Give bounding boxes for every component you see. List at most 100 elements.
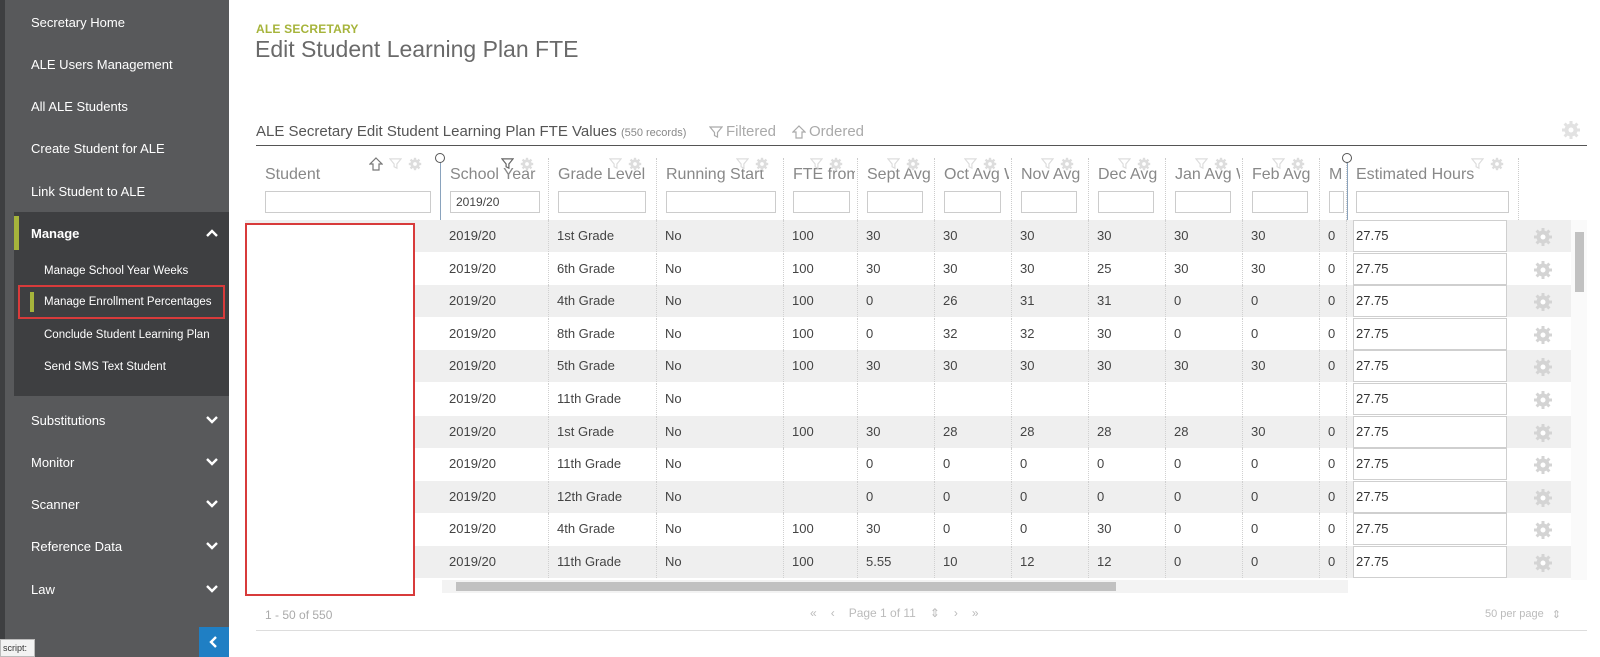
row-settings-gear-icon[interactable] (1534, 488, 1552, 512)
table-row[interactable]: 2019/20 11th Grade No 27.75 (245, 383, 1571, 415)
sidebar-item-manage[interactable]: Manage (14, 212, 229, 254)
sidebar-item-link-student[interactable]: Link Student to ALE (5, 170, 229, 212)
table-row[interactable]: 2019/20 11th Grade No 100 5.55 10 12 12 0 0 0 27.75 (245, 546, 1571, 578)
page-indicator[interactable]: Page 1 of 11 (848, 606, 916, 620)
sidebar-subitem-conclude-learning-plan[interactable]: Conclude Student Learning Plan (14, 320, 229, 350)
estimated-hours-input[interactable]: 27.75 (1353, 220, 1507, 252)
table-row[interactable]: 2019/20 1st Grade No 100 30 30 30 30 30 30 0 27.75 (245, 220, 1571, 252)
sidebar-item-law[interactable]: Law (5, 568, 229, 610)
column-filter-icon[interactable] (809, 157, 824, 176)
column-settings-gear-icon[interactable] (1060, 157, 1074, 176)
column-filter-input[interactable] (944, 191, 1001, 213)
sidebar-item-substitutions[interactable]: Substitutions (5, 399, 229, 441)
column-header[interactable]: Nov Avg (1012, 157, 1089, 220)
column-header[interactable]: Grade Level (549, 157, 657, 220)
estimated-hours-input[interactable]: 27.75 (1353, 480, 1507, 513)
column-filter-icon[interactable] (1271, 157, 1286, 176)
sidebar-item-scanner[interactable]: Scanner (5, 483, 229, 525)
row-settings-gear-icon[interactable] (1534, 521, 1552, 544)
column-filter-input[interactable] (867, 191, 923, 213)
column-filter-input[interactable] (1175, 191, 1231, 213)
row-settings-gear-icon[interactable] (1534, 228, 1552, 251)
row-settings-gear-icon[interactable] (1534, 423, 1552, 447)
per-page-select[interactable]: 50 per page ⇕ (1485, 608, 1561, 621)
column-filter-icon[interactable] (1470, 157, 1485, 176)
column-filter-icon[interactable] (500, 157, 515, 176)
column-header[interactable]: FTE from (784, 157, 858, 220)
ordered-indicator[interactable]: Ordered (792, 123, 864, 140)
column-settings-gear-icon[interactable] (628, 157, 642, 176)
column-filter-icon[interactable] (735, 157, 750, 176)
column-filter-input[interactable] (1252, 191, 1308, 213)
column-filter-input[interactable] (1329, 191, 1344, 213)
last-page-icon[interactable]: » (971, 606, 979, 620)
column-settings-gear-icon[interactable] (906, 157, 920, 176)
sidebar-subitem-send-sms[interactable]: Send SMS Text Student (14, 352, 229, 382)
sidebar-collapse-button[interactable] (199, 627, 229, 657)
column-settings-gear-icon[interactable] (983, 157, 997, 176)
table-row[interactable]: 2019/20 1st Grade No 100 30 28 28 28 28 30 0 27.75 (245, 415, 1571, 448)
column-header[interactable]: Sept Avg (858, 157, 935, 220)
column-filter-icon[interactable] (1117, 157, 1132, 176)
sidebar-item-all-ale-students[interactable]: All ALE Students (5, 85, 229, 127)
table-row[interactable]: 2019/20 12th Grade No 0 0 0 0 0 0 0 27.75 (245, 480, 1571, 513)
column-filter-icon[interactable] (1040, 157, 1055, 176)
estimated-hours-input[interactable]: 27.75 (1353, 546, 1507, 578)
table-row[interactable]: 2019/20 11th Grade No 0 0 0 0 0 0 0 27.75 (245, 448, 1571, 481)
sidebar-item-ale-users-management[interactable]: ALE Users Management (5, 43, 229, 85)
row-settings-gear-icon[interactable] (1534, 456, 1552, 479)
filtered-indicator[interactable]: Filtered (709, 123, 776, 140)
estimated-hours-input[interactable]: 27.75 (1353, 448, 1507, 481)
column-filter-input[interactable] (793, 191, 850, 213)
scroll-thumb[interactable] (456, 582, 1116, 591)
column-filter-icon[interactable] (1194, 157, 1209, 176)
column-settings-gear-icon[interactable] (829, 157, 843, 176)
next-page-icon[interactable]: › (953, 606, 958, 620)
estimated-hours-input[interactable]: 27.75 (1353, 350, 1507, 383)
column-header[interactable]: School Year (441, 157, 549, 220)
column-filter-input[interactable] (1356, 191, 1509, 213)
column-filter-icon[interactable] (963, 157, 978, 176)
grid-settings-gear-icon[interactable] (1562, 121, 1580, 139)
row-settings-gear-icon[interactable] (1534, 391, 1552, 414)
column-settings-gear-icon[interactable] (1291, 157, 1305, 176)
column-header[interactable]: Estimated Hours (1347, 157, 1519, 220)
row-settings-gear-icon[interactable] (1534, 554, 1552, 577)
column-filter-input[interactable] (1021, 191, 1077, 213)
estimated-hours-input[interactable]: 27.75 (1353, 513, 1507, 546)
column-header[interactable]: Student (256, 157, 441, 220)
row-settings-gear-icon[interactable] (1534, 293, 1552, 316)
column-filter-icon[interactable] (886, 157, 901, 176)
sidebar-item-create-student[interactable]: Create Student for ALE (5, 127, 229, 169)
column-header[interactable]: M (1320, 158, 1347, 220)
row-settings-gear-icon[interactable] (1534, 358, 1552, 381)
estimated-hours-input[interactable]: 27.75 (1353, 252, 1507, 285)
column-filter-icon[interactable] (608, 157, 623, 176)
column-filter-input[interactable] (558, 191, 646, 213)
column-resize-handle[interactable] (1342, 153, 1352, 163)
row-settings-gear-icon[interactable] (1534, 260, 1552, 284)
column-settings-gear-icon[interactable] (520, 157, 534, 176)
column-header[interactable]: Dec Avg (1089, 157, 1166, 220)
estimated-hours-input[interactable]: 27.75 (1353, 317, 1507, 350)
column-header[interactable]: Oct Avg W (935, 157, 1012, 220)
column-filter-input[interactable] (1098, 191, 1154, 213)
table-row[interactable]: 2019/20 4th Grade No 100 30 0 0 30 0 0 0 27.75 (245, 513, 1571, 546)
sidebar-subitem-school-year-weeks[interactable]: Manage School Year Weeks (14, 256, 229, 286)
table-row[interactable]: 2019/20 4th Grade No 100 0 26 31 31 0 0 0 27.75 (245, 285, 1571, 318)
horizontal-scrollbar[interactable] (442, 580, 1348, 593)
column-settings-gear-icon[interactable] (755, 157, 769, 176)
scroll-thumb[interactable] (1575, 232, 1584, 292)
sidebar-item-reference-data[interactable]: Reference Data (5, 525, 229, 567)
column-filter-input[interactable] (666, 191, 776, 213)
column-settings-gear-icon[interactable] (1214, 157, 1228, 176)
column-settings-gear-icon[interactable] (408, 157, 422, 176)
column-header[interactable]: Feb Avg (1243, 157, 1320, 220)
vertical-scrollbar[interactable] (1571, 220, 1587, 580)
sidebar-item-secretary-home[interactable]: Secretary Home (5, 1, 229, 43)
estimated-hours-input[interactable]: 27.75 (1353, 285, 1507, 318)
table-row[interactable]: 2019/20 5th Grade No 100 30 30 30 30 30 30 0 27.75 (245, 350, 1571, 383)
sidebar-item-monitor[interactable]: Monitor (5, 441, 229, 483)
column-settings-gear-icon[interactable] (1490, 157, 1504, 176)
column-settings-gear-icon[interactable] (1137, 157, 1151, 176)
